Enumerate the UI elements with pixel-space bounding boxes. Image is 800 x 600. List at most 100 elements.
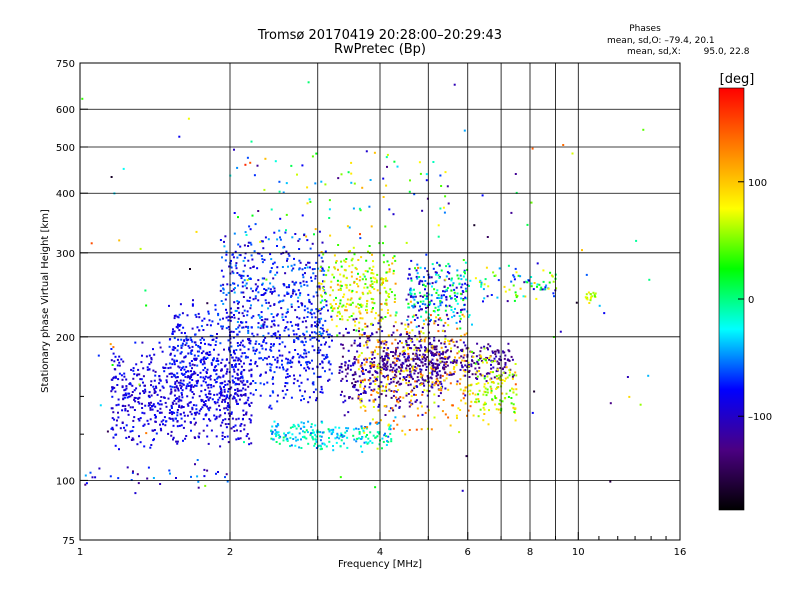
data-point [320, 388, 323, 391]
data-point [355, 427, 358, 430]
data-point [369, 334, 372, 337]
data-point [295, 439, 298, 442]
data-point [371, 361, 374, 364]
data-point [428, 282, 431, 285]
data-point [319, 431, 322, 434]
data-point [264, 371, 267, 374]
data-point [285, 286, 288, 289]
data-point [392, 351, 394, 354]
data-point [215, 369, 218, 372]
data-point [269, 253, 272, 256]
data-point [319, 349, 322, 352]
data-point [485, 394, 488, 397]
data-point [433, 339, 435, 342]
data-point [391, 342, 394, 345]
data-point [540, 286, 543, 289]
data-point [122, 360, 125, 363]
data-point [430, 385, 433, 388]
data-point [460, 355, 463, 358]
data-point [155, 415, 157, 418]
data-point [262, 326, 265, 329]
data-point [360, 397, 363, 400]
data-point [377, 385, 380, 388]
data-point [177, 387, 179, 390]
data-point [425, 179, 428, 182]
data-point [236, 307, 239, 310]
data-point [433, 303, 436, 306]
data-point [407, 337, 410, 340]
data-point [394, 364, 397, 367]
data-point [313, 268, 316, 270]
data-point [478, 370, 480, 372]
data-point [257, 210, 260, 212]
data-point [158, 375, 161, 378]
data-point [407, 306, 410, 309]
data-point [125, 394, 128, 397]
data-point [269, 288, 272, 291]
data-point [438, 354, 441, 357]
data-point [325, 353, 328, 356]
data-point [507, 396, 510, 398]
data-point [298, 385, 301, 388]
data-point [405, 298, 408, 301]
data-point [202, 350, 205, 353]
data-point [447, 317, 450, 320]
data-point [142, 424, 145, 427]
data-point [430, 371, 433, 374]
data-point [173, 399, 176, 402]
data-point [231, 356, 234, 359]
data-point [419, 383, 422, 386]
data-point [94, 476, 97, 479]
data-point [380, 372, 383, 375]
data-point [375, 377, 378, 380]
data-point [380, 277, 383, 280]
data-point [491, 398, 494, 401]
data-point [285, 229, 287, 232]
data-point [255, 289, 257, 292]
data-point [358, 279, 361, 282]
data-point [380, 346, 383, 349]
data-point [286, 308, 289, 311]
data-point [150, 401, 152, 404]
data-point [371, 283, 374, 285]
data-point [281, 341, 284, 344]
data-point [309, 200, 312, 203]
data-point [351, 264, 354, 267]
data-point [465, 455, 468, 458]
data-point [418, 340, 421, 343]
data-point [428, 343, 431, 346]
data-point [202, 357, 205, 359]
data-point [154, 420, 157, 423]
data-point [215, 408, 218, 411]
data-point [126, 410, 129, 413]
data-point [368, 336, 371, 339]
data-point [340, 284, 343, 287]
data-point [277, 301, 280, 304]
data-point [280, 252, 283, 255]
data-point [498, 267, 501, 270]
data-point [276, 400, 279, 403]
data-point [381, 330, 384, 333]
data-point [328, 266, 330, 269]
data-point [208, 354, 210, 356]
data-point [400, 382, 403, 385]
data-point [224, 423, 227, 426]
data-point [252, 298, 255, 301]
data-point [352, 329, 355, 331]
data-point [425, 368, 428, 371]
data-point [239, 348, 242, 351]
data-point [471, 350, 474, 353]
data-point [131, 437, 134, 440]
data-point [321, 354, 324, 357]
data-point [265, 278, 268, 281]
data-point [442, 351, 445, 354]
data-point [132, 419, 135, 422]
data-point [437, 324, 440, 326]
data-point [252, 380, 255, 382]
data-point [171, 413, 174, 416]
data-point [296, 336, 299, 339]
data-point [489, 355, 492, 358]
data-point [146, 366, 149, 369]
data-point [361, 372, 364, 375]
data-point [363, 358, 366, 361]
